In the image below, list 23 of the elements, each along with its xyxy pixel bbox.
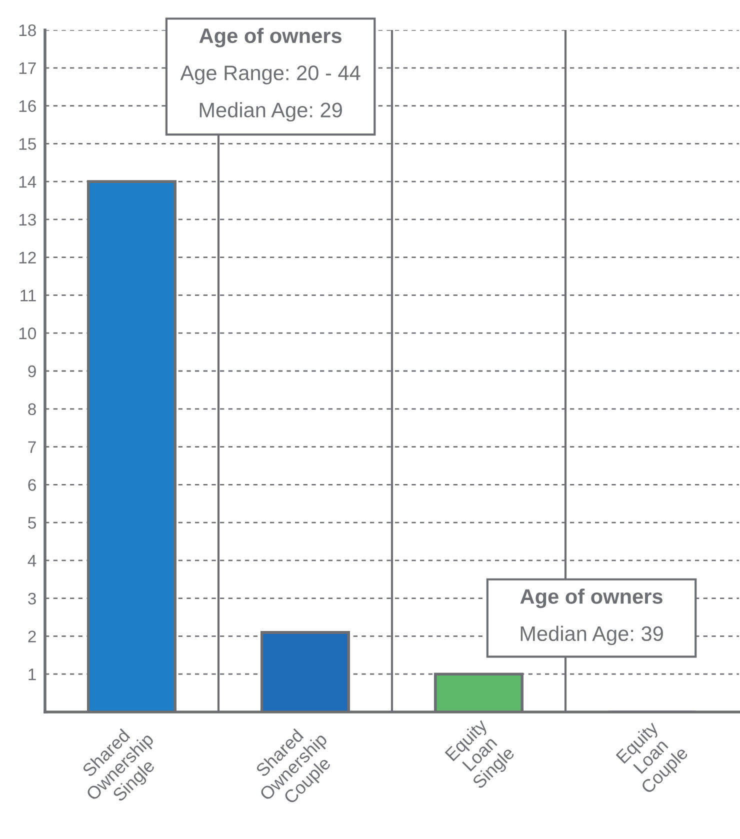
annotation: Median Age: 29 (200, 102, 342, 122)
y-tick-label: 15 (19, 138, 36, 150)
annotation: Age Range: 20 - 44 (180, 66, 360, 84)
y-tick-label: 8 (28, 403, 36, 416)
y-tick-label: 2 (28, 630, 36, 642)
y-tick-label: 14 (19, 176, 36, 188)
y-tick-label: 7 (28, 441, 36, 453)
y-tick-label: 10 (19, 328, 36, 340)
y-tick-label: 6 (28, 479, 36, 491)
y-tick-label: 18 (19, 24, 36, 36)
y-tick-label: 3 (28, 592, 36, 605)
annotation: Median Age: 39 (520, 626, 663, 646)
y-tick-label: 13 (19, 214, 36, 226)
annotation: Age of owners (520, 588, 662, 608)
y-tick-label: 1 (28, 668, 36, 680)
y-tick-label: 17 (19, 62, 36, 74)
y-tick-label: 12 (19, 252, 36, 264)
y-tick-label: 16 (19, 100, 36, 112)
y-tick-label: 4 (28, 555, 36, 566)
y-tick-label: 9 (28, 365, 36, 378)
annotation: Age of owners (199, 28, 342, 48)
y-tick-label: 5 (28, 517, 36, 529)
y-tick-label: 11 (20, 290, 36, 302)
